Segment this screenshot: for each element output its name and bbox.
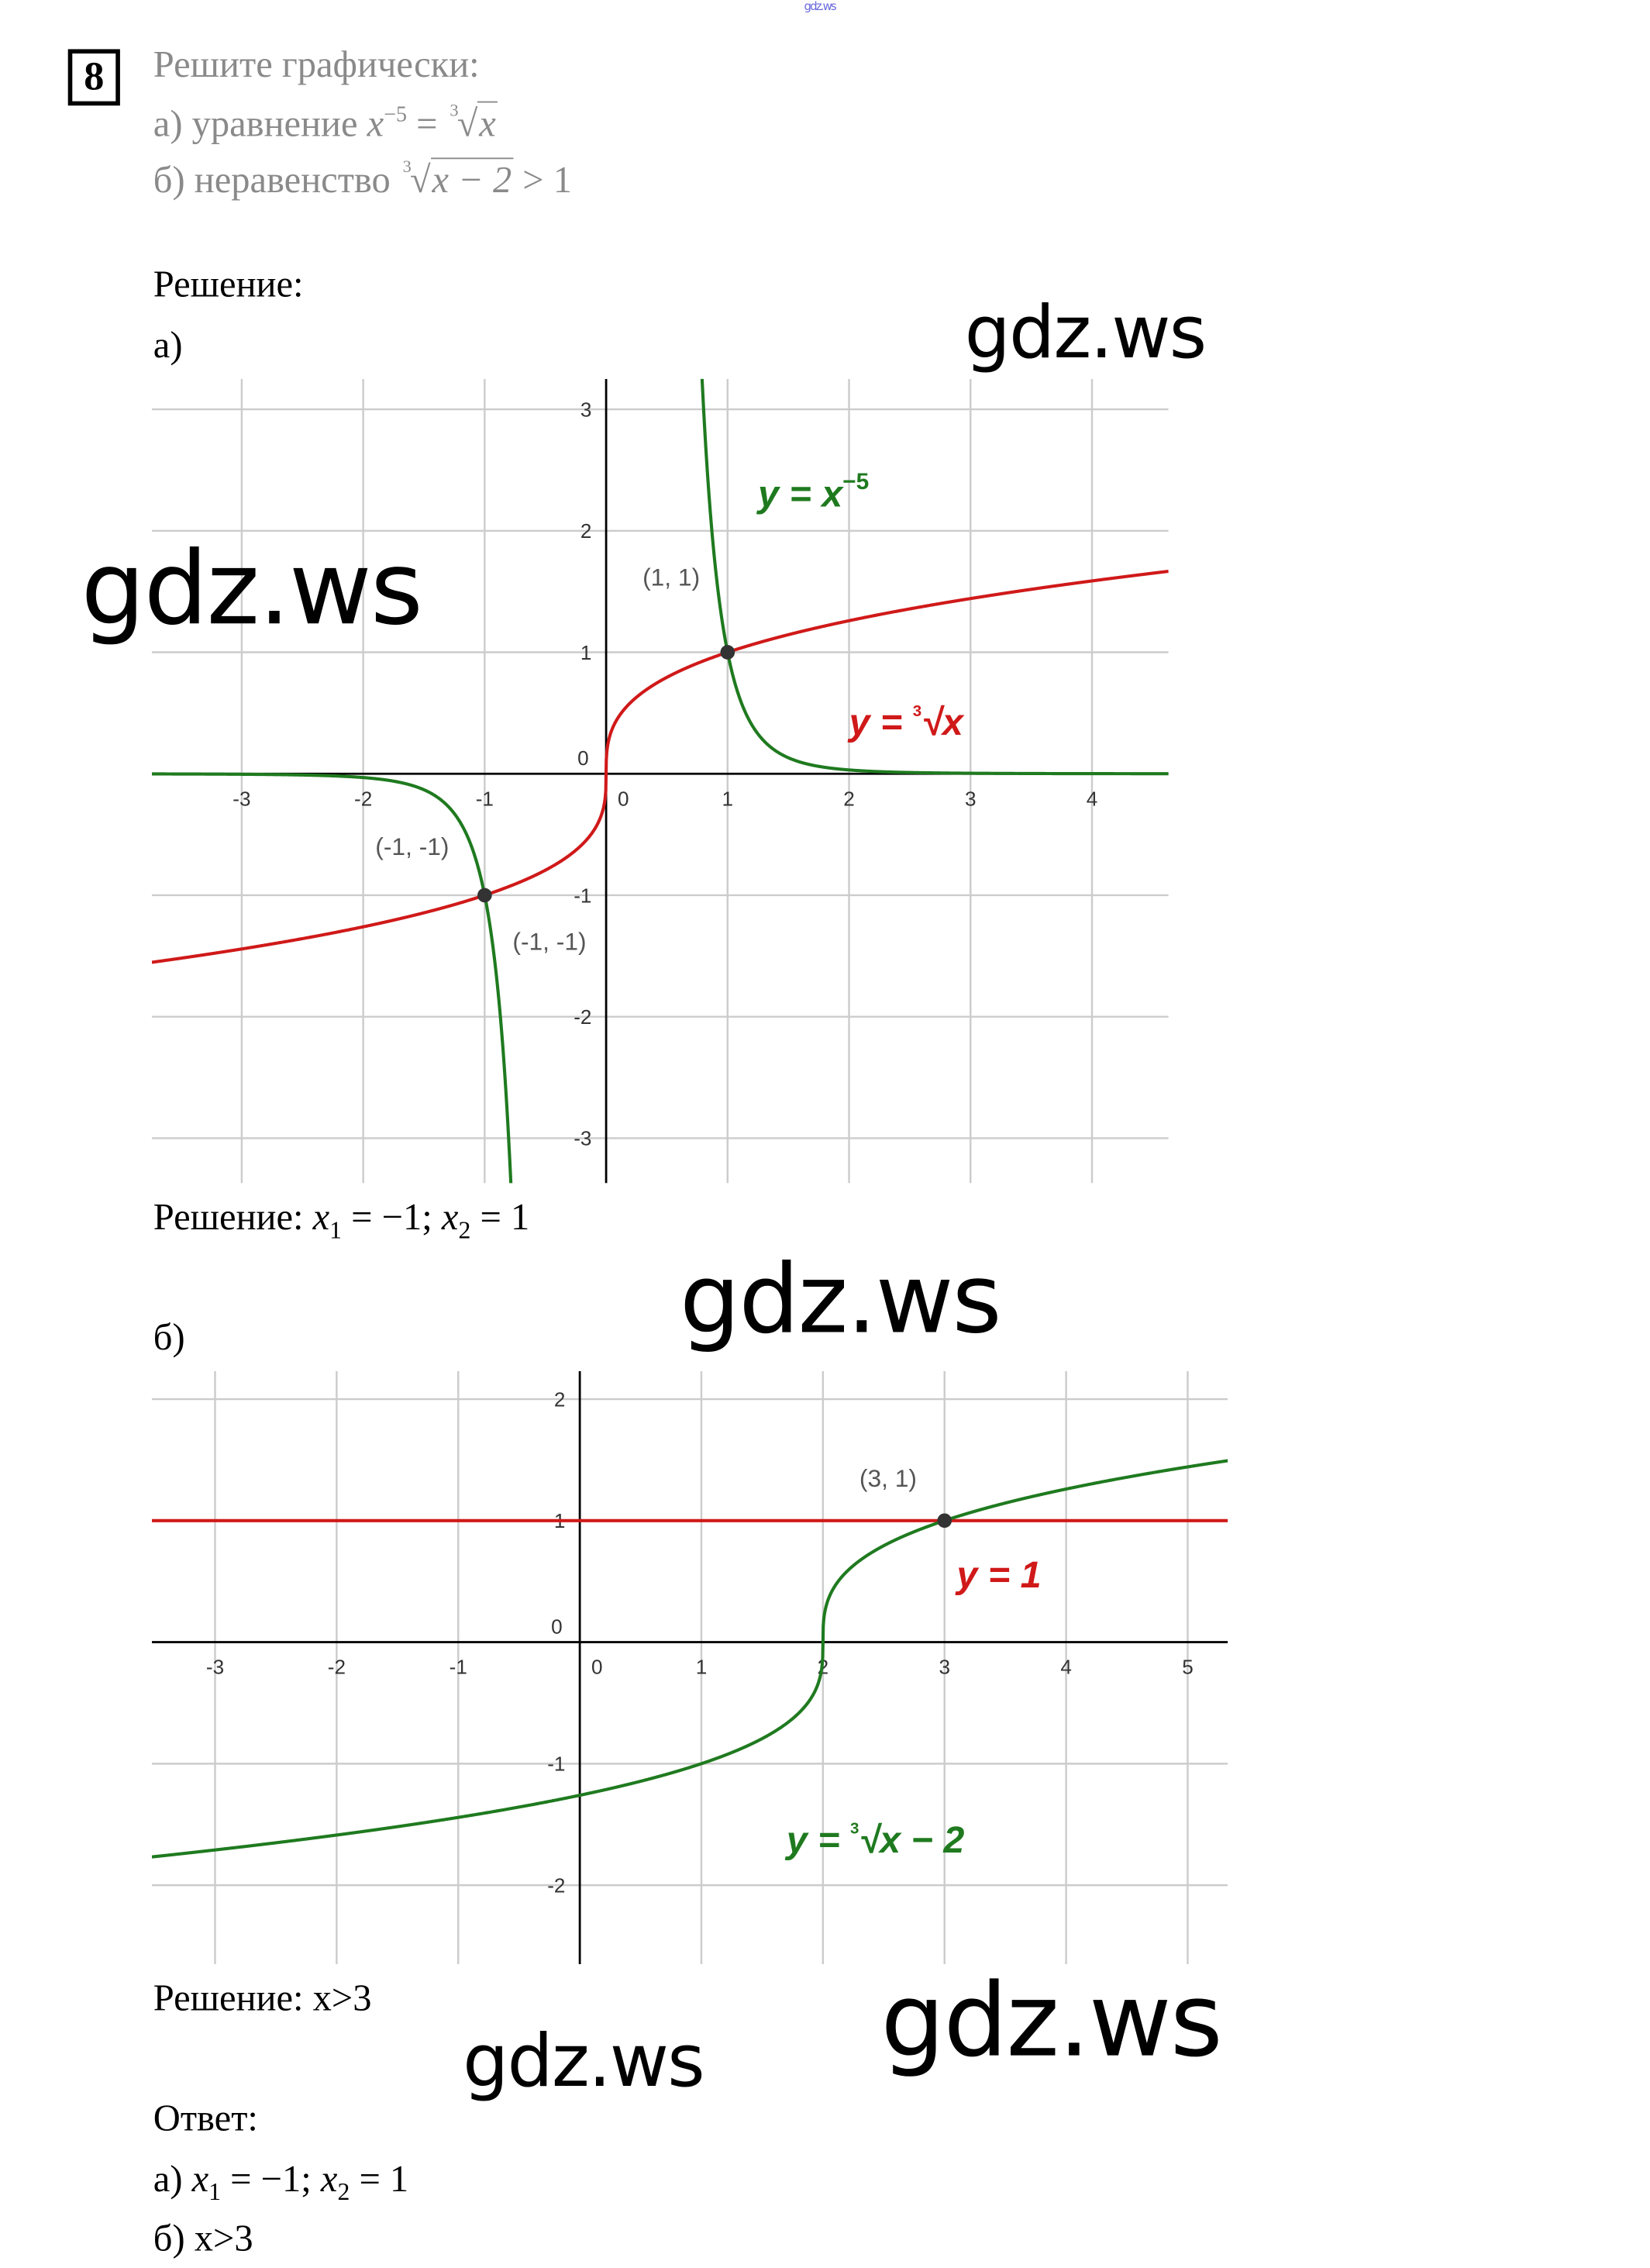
var: x — [191, 2158, 209, 2201]
header-watermark: gdz.ws — [804, 0, 836, 13]
part-a-label: а) — [153, 323, 183, 367]
task-part-a: а) уравнение x−5 = 3√x — [153, 100, 498, 146]
answer-heading: Ответ: — [153, 2097, 258, 2139]
intersection-point — [937, 1513, 952, 1529]
series-label-cbrt: y = 3√x − 2 — [784, 1819, 965, 1861]
watermark: gdz.ws — [964, 291, 1207, 375]
x-tick-label: 1 — [722, 787, 734, 810]
series-label-x-pow: y = x−5 — [756, 469, 869, 515]
origin-label: 0 — [577, 746, 589, 770]
point-label: (3, 1) — [859, 1464, 917, 1492]
text: = −1; — [342, 1196, 442, 1239]
x-tick-label: -3 — [233, 787, 250, 810]
text: = — [407, 102, 447, 145]
root-body: √x — [921, 701, 965, 743]
y-tick-label: -2 — [547, 1873, 565, 1897]
y-tick-label: 1 — [580, 641, 592, 664]
x-tick-label: -2 — [354, 787, 372, 810]
root-index: 3 — [850, 1820, 859, 1838]
intersection-point — [720, 645, 735, 660]
x-tick-label: -1 — [476, 787, 494, 810]
origin-label-x: 0 — [618, 787, 629, 810]
x-tick-label: 4 — [1060, 1656, 1072, 1679]
text: = 1 — [470, 1196, 530, 1239]
text: = −1; — [221, 2158, 321, 2201]
origin-label: 0 — [551, 1615, 563, 1638]
watermark: gdz.ws — [81, 529, 422, 648]
point-label: (1, 1) — [642, 563, 700, 591]
label-text: y = — [784, 1819, 850, 1861]
y-tick-label: 2 — [580, 519, 592, 543]
series-label-cbrt: y = 3√x — [847, 701, 965, 743]
root-index: 3 — [450, 99, 459, 120]
watermark: gdz.ws — [680, 1243, 1002, 1356]
part-b-result: Решение: x>3 — [153, 1977, 372, 2019]
point-label: (-1, -1) — [512, 927, 586, 955]
x-tick-label: -2 — [328, 1656, 346, 1679]
exponent: −5 — [384, 104, 408, 128]
answer-b: б) x>3 — [153, 2217, 253, 2259]
solution-heading: Решение: — [153, 263, 304, 305]
point-label: (-1, -1) — [375, 832, 449, 860]
root-body: √x − 2 — [859, 1819, 964, 1861]
watermark: gdz.ws — [463, 2018, 705, 2104]
part-a-result: Решение: x1 = −1; x2 = 1 — [153, 1196, 529, 1245]
cube-root: 3√x − 2 — [402, 156, 514, 202]
var: x — [367, 102, 384, 145]
task-part-b: б) неравенство 3√x − 2 > 1 — [153, 157, 572, 203]
x-tick-label: 2 — [843, 787, 855, 810]
y-tick-label: 2 — [554, 1387, 566, 1411]
watermark: gdz.ws — [880, 1961, 1222, 2080]
y-tick-label: -1 — [574, 884, 591, 907]
part-b-label: б) — [153, 1316, 185, 1359]
root-index: 3 — [402, 156, 412, 177]
origin-label-x: 0 — [591, 1656, 603, 1679]
var: x — [312, 1196, 330, 1239]
text: а) — [153, 2158, 192, 2201]
series-line — [151, 569, 1169, 964]
series-label-exponent: −5 — [842, 469, 869, 495]
chart-a: -3 -2 -1 1 2 3 4 -3 -2 -1 1 2 3 0 0 (1, 1) (-1, -1) (-1, … — [151, 378, 1169, 1184]
series-label-hline: y = 1 — [954, 1554, 1041, 1596]
intersection-point — [477, 888, 492, 903]
answer-a: а) x1 = −1; x2 = 1 — [153, 2158, 408, 2207]
var: x — [441, 1196, 459, 1239]
text: а) уравнение — [153, 102, 367, 145]
series-line — [151, 378, 1169, 1184]
text: > 1 — [513, 159, 573, 202]
subscript: 1 — [208, 2178, 222, 2206]
x-tick-label: 5 — [1182, 1656, 1194, 1679]
x-tick-label: 3 — [939, 1656, 950, 1679]
x-tick-label: 1 — [696, 1656, 708, 1679]
root-body: x — [477, 101, 498, 145]
text: = 1 — [350, 2158, 409, 2201]
x-tick-label: -1 — [450, 1656, 467, 1679]
subscript: 2 — [458, 1216, 471, 1244]
x-tick-label: 3 — [965, 787, 977, 810]
subscript: 1 — [329, 1216, 343, 1244]
root-body: x − 2 — [430, 157, 514, 202]
root-index: 3 — [913, 702, 921, 720]
var: x — [320, 2158, 338, 2201]
subscript: 2 — [337, 2178, 350, 2206]
y-tick-label: -2 — [574, 1005, 591, 1029]
y-tick-label: -1 — [547, 1753, 565, 1776]
x-tick-label: -3 — [206, 1656, 224, 1679]
task-number: 8 — [67, 49, 120, 106]
y-tick-label: -3 — [574, 1127, 591, 1150]
cube-root: 3√x — [450, 99, 498, 145]
text: Решение: — [153, 1196, 313, 1239]
label-text: y = — [847, 701, 913, 743]
x-tick-label: 4 — [1087, 787, 1098, 810]
label-text: y = x — [756, 473, 844, 515]
text: б) неравенство — [153, 159, 400, 202]
task-title: Решите графически: — [153, 43, 480, 86]
y-tick-label: 3 — [580, 398, 592, 421]
series-line — [151, 1459, 1228, 1859]
